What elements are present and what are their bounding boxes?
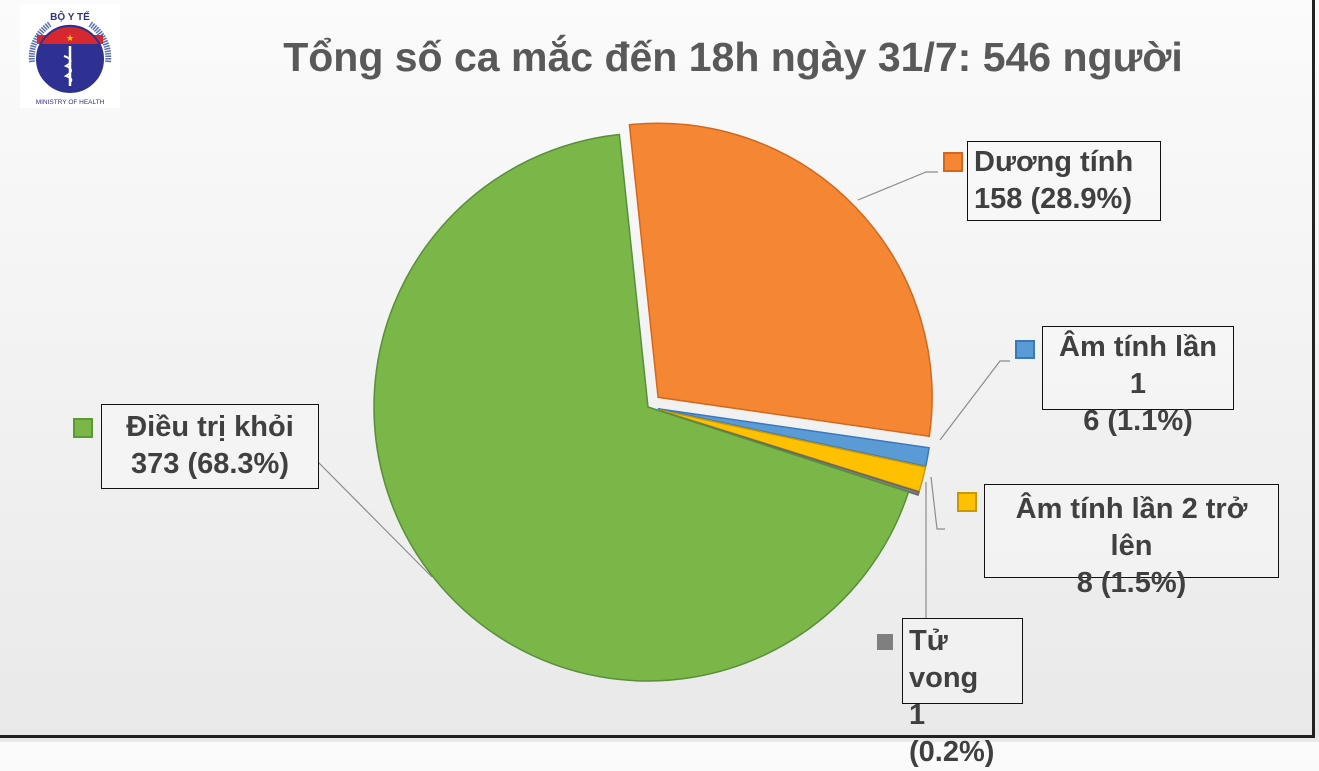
legend-swatch-am-tinh-lan-2 — [957, 492, 977, 512]
legend-swatch-dieu-tri-khoi — [73, 418, 93, 438]
data-label-dieu-tri-khoi: Điều trị khỏi 373 (68.3%) — [101, 404, 319, 489]
label-value: 6 (1.1%) — [1083, 405, 1193, 437]
label-value: 8 (1.5%) — [1076, 567, 1187, 599]
label-value: 1 (0.2%) — [909, 699, 995, 768]
svg-text:★: ★ — [66, 33, 74, 43]
pie-slice-1 — [657, 408, 930, 468]
label-name: Tử vong — [909, 625, 979, 694]
label-name: Dương tính — [974, 146, 1134, 178]
slide-frame — [0, 0, 1315, 738]
data-label-tu-vong: Tử vong 1 (0.2%) — [902, 618, 1023, 768]
leader-line-am-tinh-lan-1 — [939, 360, 1010, 441]
label-value: 373 (68.3%) — [131, 448, 289, 480]
label-name: Âm tính lần 1 — [1059, 331, 1217, 400]
label-name: Điều trị khỏi — [126, 411, 294, 443]
legend-swatch-tu-vong — [877, 634, 893, 650]
data-label-am-tinh-lan-1: Âm tính lần 1 6 (1.1%) — [1042, 326, 1234, 437]
leader-line-dieu-tri-khoi — [317, 461, 433, 578]
data-label-duong-tinh: Dương tính 158 (28.9%) — [967, 141, 1161, 221]
pie-slice-4 — [373, 133, 910, 682]
legend-swatch-am-tinh-lan-1 — [1015, 340, 1035, 359]
data-label-am-tinh-lan-2: Âm tính lần 2 trở lên 8 (1.5%) — [984, 484, 1279, 599]
legend-swatch-duong-tinh — [943, 152, 963, 172]
logo-top-text: BỘ Y TẾ — [50, 10, 90, 23]
leader-line-am-tinh-lan-2 — [930, 476, 945, 530]
chart-title: Tổng số ca mắc đến 18h ngày 31/7: 546 ng… — [283, 34, 1183, 80]
leader-line-duong-tinh — [857, 171, 938, 201]
label-name: Âm tính lần 2 trở lên — [1015, 493, 1248, 562]
logo-bottom-text: MINISTRY OF HEALTH — [36, 99, 105, 106]
label-value: 158 (28.9%) — [974, 183, 1132, 215]
pie-slice-0 — [628, 122, 933, 438]
pie-chart — [317, 122, 1010, 682]
ministry-of-health-logo: ★ BỘ Y TẾ MINISTRY OF HEALTH — [20, 4, 120, 108]
